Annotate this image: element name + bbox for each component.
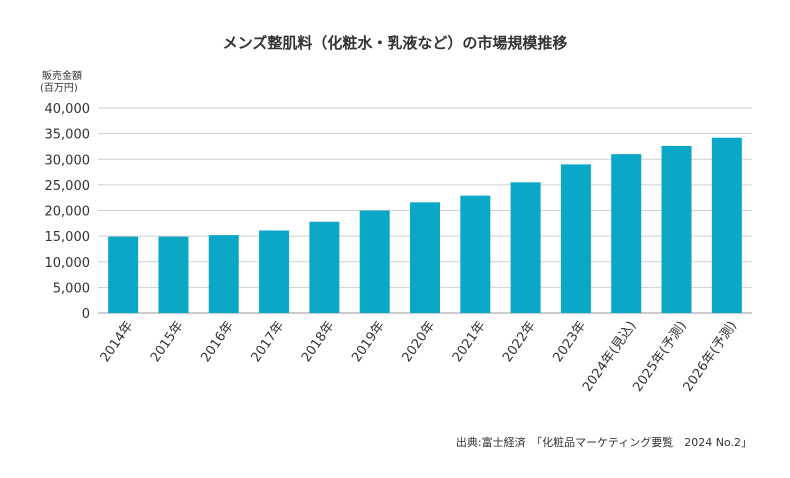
y-tick-label: 40,000	[45, 102, 91, 117]
x-tick-label: 2021年	[450, 319, 489, 365]
bar	[661, 145, 692, 313]
source-note: 出典:富士経済 「化粧品マーケティング要覧 2024 No.2」	[456, 435, 752, 449]
x-tick-label: 2014年	[98, 319, 137, 365]
bar	[158, 236, 189, 313]
chart-title: メンズ整肌料（化粧水・乳液など）の市場規模推移	[223, 34, 568, 52]
y-tick-label: 35,000	[45, 128, 91, 143]
y-tick-label: 20,000	[45, 205, 91, 220]
bars	[108, 137, 742, 313]
x-tick-label: 2018年	[299, 319, 338, 365]
y-tick-label: 0	[82, 307, 90, 322]
y-tick-label: 5,000	[53, 281, 90, 296]
bar	[510, 182, 541, 313]
x-tick-label: 2015年	[148, 319, 187, 365]
bar	[309, 221, 340, 313]
bar	[560, 164, 591, 313]
y-tick-label: 10,000	[45, 256, 91, 271]
x-tick-label: 2019年	[349, 319, 388, 365]
bar	[208, 235, 239, 313]
x-tick-label: 2024年(見込)	[580, 319, 639, 395]
bar	[259, 230, 290, 313]
bar	[460, 195, 491, 313]
x-tick-label: 2023年	[550, 319, 589, 365]
bar	[359, 210, 390, 313]
x-axis-ticks: 2014年 2015年 2016年 2017年 2018年 2019年 2020年 2021年…	[98, 319, 740, 395]
y-tick-label: 30,000	[45, 153, 91, 168]
x-tick-label: 2016年	[198, 319, 237, 365]
y-axis-label-line1: 販売金額	[42, 69, 82, 82]
bar	[108, 236, 139, 313]
y-tick-label: 25,000	[45, 179, 91, 194]
x-tick-label: 2017年	[249, 319, 288, 365]
y-axis-ticks: 0 5,000 10,000 15,000 20,000 25,000 30,000 35,0…	[45, 102, 91, 322]
bar	[410, 202, 440, 313]
y-tick-label: 15,000	[45, 230, 91, 245]
x-tick-label: 2020年	[400, 319, 439, 365]
bar	[711, 137, 742, 313]
x-tick-label: 2026年(予測)	[681, 319, 740, 395]
bar	[611, 154, 642, 313]
y-axis-label-line2: (百万円)	[40, 82, 78, 94]
x-tick-label: 2022年	[500, 319, 539, 365]
x-tick-label: 2025年(予測)	[630, 319, 689, 395]
